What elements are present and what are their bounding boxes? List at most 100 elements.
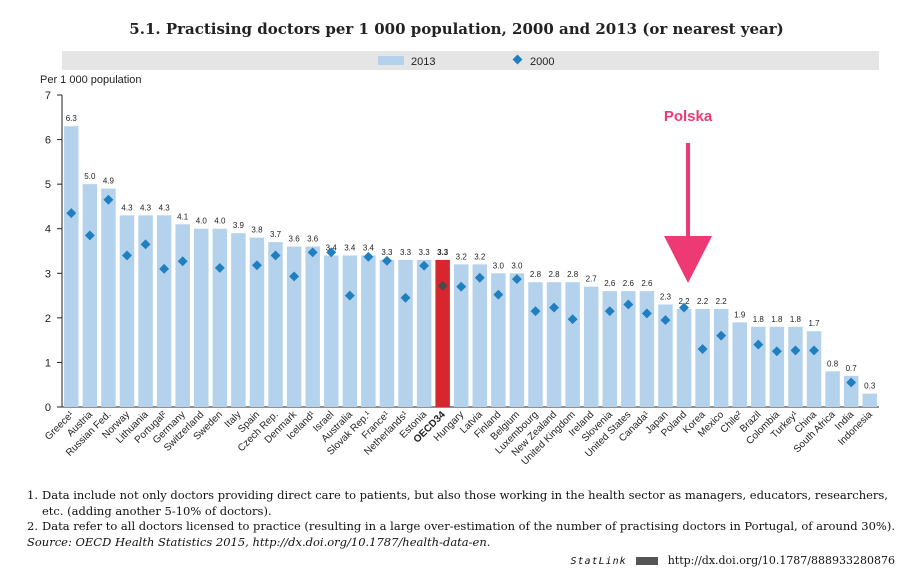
- marker-2000: [530, 306, 541, 317]
- statlink-url[interactable]: http://dx.doi.org/10.1787/888933280876: [667, 554, 895, 567]
- marker-2000: [400, 292, 411, 303]
- bar-2013: [825, 371, 840, 407]
- footnote-2-number: 2.: [27, 519, 38, 533]
- marker-2000: [493, 289, 504, 300]
- bar-2013: [639, 291, 655, 407]
- chart-title: 5.1. Practising doctors per 1 000 popula…: [129, 20, 784, 38]
- bar-2013: [286, 246, 302, 407]
- bar-2013: [546, 282, 562, 407]
- bar-2013: [398, 259, 413, 407]
- marker-2000: [66, 208, 77, 219]
- bar-2013: [602, 291, 618, 407]
- data-label: 0.8: [827, 359, 839, 368]
- footnote-1-number: 1.: [27, 488, 38, 502]
- bar-2013: [435, 259, 450, 407]
- data-label: 1.8: [790, 315, 802, 324]
- marker-2000: [641, 308, 652, 319]
- data-label: 3.2: [456, 252, 468, 261]
- data-label: 2.8: [548, 270, 560, 279]
- footnote-2: 2. Data refer to all doctors licensed to…: [27, 519, 897, 535]
- bar-2013: [862, 393, 877, 407]
- marker-2000: [716, 330, 727, 341]
- marker-2000: [771, 346, 782, 357]
- data-label: 2.8: [530, 270, 542, 279]
- marker-2000: [84, 230, 95, 241]
- footnote-1-text: Data include not only doctors providing …: [42, 488, 888, 518]
- footnote-2-text: Data refer to all doctors licensed to pr…: [42, 519, 895, 533]
- data-label: 0.3: [864, 382, 876, 391]
- bar-2013: [528, 282, 543, 407]
- bar-2013: [453, 264, 469, 407]
- legend-2000-diamond-icon: [512, 54, 523, 65]
- data-label: 6.3: [66, 114, 78, 123]
- marker-2000: [103, 194, 114, 205]
- marker-2000: [456, 281, 467, 292]
- data-label: 4.0: [196, 217, 208, 226]
- y-tick-label: 0: [45, 402, 51, 414]
- marker-2000: [381, 255, 392, 266]
- data-label: 3.3: [437, 248, 449, 257]
- bar-2013: [194, 228, 209, 407]
- marker-2000: [289, 271, 300, 282]
- bar-2013: [695, 308, 710, 407]
- data-label: 3.0: [493, 261, 505, 270]
- statlink-logo-icon: [636, 557, 659, 565]
- y-tick-label: 6: [45, 135, 51, 147]
- y-tick-label: 3: [45, 268, 51, 280]
- marker-2000: [437, 280, 448, 291]
- data-label: 5.0: [84, 172, 96, 181]
- bar-2013: [64, 126, 79, 407]
- bar-2013: [509, 273, 525, 407]
- footnote-1: 1. Data include not only doctors providi…: [27, 488, 897, 519]
- footnotes: 1. Data include not only doctors providi…: [27, 488, 897, 550]
- bar-2013: [806, 331, 822, 407]
- data-label: 1.9: [734, 310, 746, 319]
- data-label: 3.6: [307, 235, 319, 244]
- data-label: 0.7: [846, 364, 858, 373]
- data-label: 4.1: [177, 212, 189, 221]
- data-label: 3.8: [251, 226, 263, 235]
- y-tick-label: 1: [45, 357, 51, 369]
- statlink-label: StatLink: [570, 556, 627, 567]
- y-axis-title: Per 1 000 population: [40, 74, 142, 86]
- marker-2000: [604, 306, 615, 317]
- bar-2013: [676, 308, 692, 407]
- source-note: Source: OECD Health Statistics 2015, htt…: [27, 534, 491, 549]
- bar-2013: [156, 215, 172, 407]
- marker-2000: [252, 260, 262, 271]
- marker-2000: [140, 239, 151, 250]
- marker-2000: [697, 344, 708, 355]
- y-tick-label: 2: [45, 313, 51, 325]
- bar-2013: [119, 215, 135, 407]
- annotation-arrow-head-icon: [664, 236, 713, 283]
- data-label: 1.7: [808, 319, 820, 328]
- bar-2013: [658, 304, 673, 407]
- bar-2013: [416, 259, 432, 407]
- data-label: 3.3: [419, 248, 431, 257]
- marker-2000: [214, 262, 225, 273]
- data-label: 3.9: [233, 221, 245, 230]
- bar-2013: [621, 291, 636, 407]
- bar-2013: [175, 224, 190, 407]
- bar-2013: [101, 188, 116, 407]
- bar-2013: [769, 326, 785, 407]
- bar-2013: [231, 233, 246, 407]
- marker-2000: [270, 250, 281, 261]
- marker-2000: [363, 251, 374, 262]
- data-label: 4.3: [159, 203, 171, 212]
- y-tick-label: 5: [45, 179, 51, 191]
- bar-2013: [305, 246, 320, 407]
- data-label: 3.3: [381, 248, 393, 257]
- bar-2013: [565, 282, 580, 407]
- bar-2013: [472, 264, 488, 407]
- bar-2013: [361, 255, 376, 407]
- data-label: 1.8: [753, 315, 765, 324]
- statlink: StatLink http://dx.doi.org/10.1787/88893…: [571, 554, 895, 567]
- data-label: 3.7: [270, 230, 282, 239]
- bar-2013: [732, 322, 747, 407]
- annotation-label: Polska: [664, 108, 713, 125]
- bar-2013: [268, 242, 283, 407]
- data-label: 2.6: [604, 279, 616, 288]
- marker-2000: [177, 256, 188, 267]
